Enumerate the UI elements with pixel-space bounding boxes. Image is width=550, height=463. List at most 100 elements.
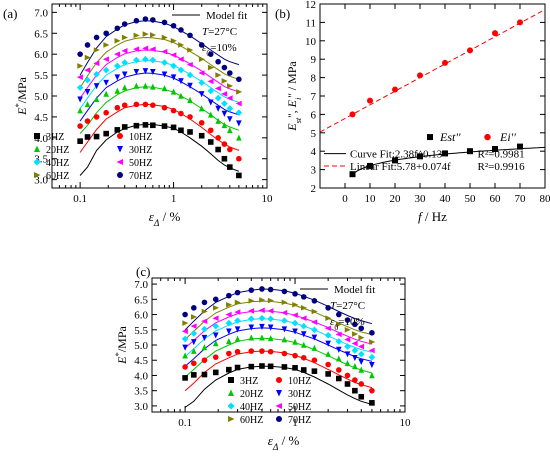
data-point-60HZ <box>311 308 318 315</box>
data-point-10HZ <box>234 348 241 355</box>
data-point-3HZ <box>226 366 232 373</box>
data-point-60HZ <box>207 64 215 71</box>
y-tick-label: 6.5 <box>134 294 148 306</box>
data-point-20HZ <box>198 105 205 112</box>
data-point-20HZ <box>358 366 365 373</box>
panel-tag: (b) <box>275 6 290 21</box>
data-point-20HZ <box>150 83 156 90</box>
y-axis-label: E*/MPa <box>13 77 29 116</box>
data-point-30HZ <box>187 82 193 89</box>
data-point-50HZ <box>207 78 214 85</box>
legend-marker-60HZ <box>228 416 235 422</box>
data-point-70HZ <box>161 19 168 26</box>
data-point-40HZ <box>201 325 208 333</box>
data-point-70HZ <box>207 51 214 57</box>
annotation-temperature: T=27°C <box>202 26 237 38</box>
data-point-70HZ <box>114 25 121 32</box>
data-point-50HZ <box>177 56 184 62</box>
y-tick-label: 8 <box>311 73 317 85</box>
data-point-40HZ <box>221 100 228 107</box>
data-point-40HZ <box>161 59 168 66</box>
data-point-10HZ <box>114 104 121 111</box>
data-point-3HZ <box>77 138 83 144</box>
data-point-70HZ <box>121 21 128 27</box>
data-point-40HZ <box>177 66 185 74</box>
data-point-30HZ <box>93 83 100 90</box>
data-point-20HZ <box>93 96 100 103</box>
y-tick-label: 4.5 <box>34 112 48 124</box>
y-tick-label: 4.0 <box>134 370 148 382</box>
data-point-20HZ <box>221 121 228 129</box>
data-point-10HZ <box>248 348 255 354</box>
data-point-60HZ <box>201 308 208 315</box>
data-point-50HZ <box>142 45 149 52</box>
data-point-50HZ <box>234 309 241 315</box>
x-tick-label: 80 <box>540 193 550 205</box>
data-point-10HZ <box>215 135 221 141</box>
data-point-40HZ <box>84 76 91 84</box>
data-point-20HZ <box>248 334 255 341</box>
legend-curve-fit-r2: R²=0.9981 <box>478 149 525 161</box>
data-point-60HZ <box>212 305 220 311</box>
data-point-30HZ <box>182 344 188 351</box>
data-point-30HZ <box>198 91 205 98</box>
data-point-40HZ <box>133 56 140 64</box>
data-point-10HZ <box>103 109 109 116</box>
data-point-20HZ <box>344 359 351 367</box>
data-point-10HZ <box>182 364 188 370</box>
data-point-60HZ <box>121 34 129 41</box>
legend-curve-fit-label: Curve Fit:2.38f^0.13 <box>350 149 443 161</box>
y-tick-label: 3.5 <box>134 386 148 398</box>
data-point-70HZ <box>352 321 358 328</box>
legend-marker-50HZ <box>275 403 282 409</box>
data-point-50HZ <box>300 315 307 321</box>
data-point-40HZ <box>234 317 241 324</box>
data-point-10HZ <box>207 127 214 134</box>
data-point-40HZ <box>344 343 351 350</box>
data-point-70HZ <box>103 30 109 37</box>
data-point-3HZ <box>369 400 375 406</box>
data-point-40HZ <box>267 315 274 323</box>
panel-tag: (c) <box>136 264 150 279</box>
y-tick-label: 5.5 <box>134 325 148 337</box>
data-point-10HZ <box>84 118 91 124</box>
legend-marker-40HZ <box>33 158 41 166</box>
data-point-60HZ <box>198 56 205 62</box>
data-point-20HZ <box>311 344 318 351</box>
data-point-40HZ <box>291 319 299 327</box>
data-point-10HZ <box>150 102 156 108</box>
data-point-40HZ <box>235 109 243 117</box>
data-point-3HZ <box>178 127 184 134</box>
data-point-70HZ <box>267 286 274 293</box>
data-point-10HZ <box>212 354 219 360</box>
data-point-60HZ <box>259 297 266 303</box>
legend-label-3HZ: 3HZ <box>240 376 258 387</box>
data-point-10HZ <box>300 354 307 361</box>
data-point-70HZ <box>77 51 83 57</box>
x-tick-label: 0 <box>342 193 348 205</box>
data-point-10HZ <box>191 360 197 367</box>
legend-marker-60HZ <box>34 172 41 178</box>
data-point-Est'' <box>417 153 423 160</box>
x-tick-label: 30 <box>415 193 427 205</box>
x-tick-label: 50 <box>465 193 477 205</box>
data-point-70HZ <box>358 325 365 332</box>
y-tick-label: 10 <box>305 36 317 48</box>
data-point-3HZ <box>191 372 197 378</box>
data-point-3HZ <box>201 371 208 378</box>
data-point-60HZ <box>352 331 359 337</box>
y-tick-label: 2 <box>311 183 317 195</box>
data-point-30HZ <box>369 361 375 369</box>
data-point-40HZ <box>102 66 110 74</box>
data-point-3HZ <box>103 130 109 137</box>
data-point-40HZ <box>324 331 332 339</box>
data-point-10HZ <box>201 357 208 364</box>
data-point-40HZ <box>351 347 359 354</box>
data-point-Est'' <box>349 171 356 178</box>
legend-label-30HZ: 30HZ <box>288 389 311 400</box>
data-point-3HZ <box>300 367 307 373</box>
data-point-30HZ <box>142 68 149 75</box>
data-point-Ei'' <box>467 47 473 54</box>
data-point-70HZ <box>259 286 265 292</box>
data-point-70HZ <box>93 34 100 41</box>
